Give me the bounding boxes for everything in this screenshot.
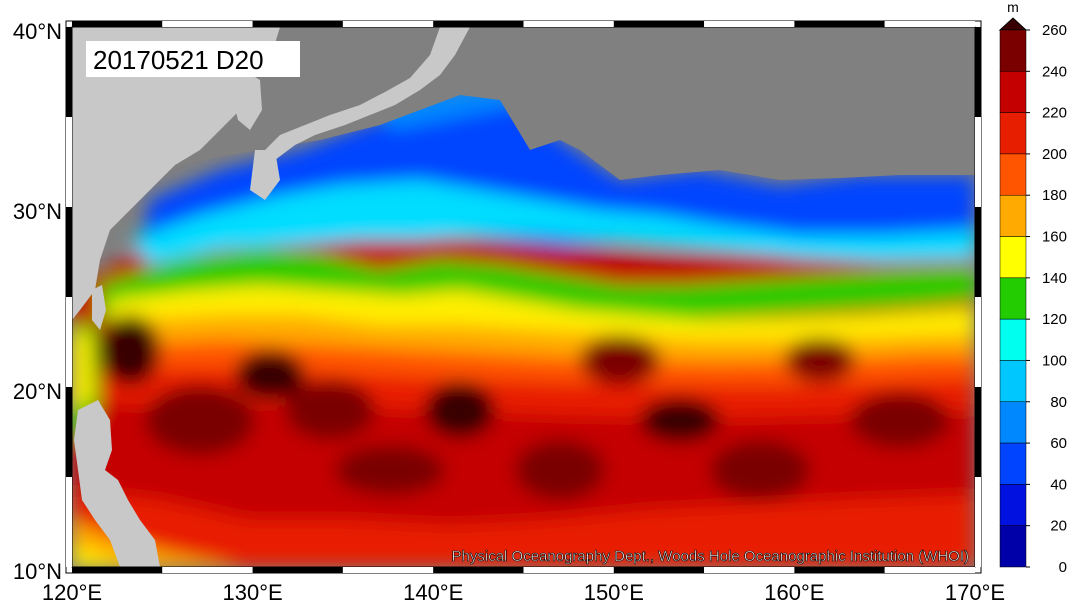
frame-tick-segment [66, 477, 72, 567]
frame-tick-segment [704, 567, 795, 573]
date-label-box: 20170521 D20 [86, 41, 300, 77]
lon-tick-140e: 140°E [403, 580, 463, 605]
frame-tick-segment [162, 567, 253, 573]
colorbar-tick-label: 240 [1042, 63, 1067, 80]
lat-tick-10n: 10°N [13, 559, 62, 584]
colorbar-swatch [999, 29, 1027, 72]
latitude-labels: 40°N 30°N 20°N 10°N [13, 19, 62, 584]
frame-tick-segment [66, 117, 72, 207]
frame-tick-segment [523, 21, 614, 27]
frame-tick-segment [613, 21, 705, 27]
colorbar-tick-label: 200 [1042, 146, 1067, 163]
colorbar-tick-label: 180 [1042, 187, 1067, 204]
frame-tick-segment [252, 21, 343, 27]
colorbar-arrow [998, 17, 1028, 31]
lon-tick-150e: 150°E [584, 580, 644, 605]
map-panel: 20170521 D20 Physical Oceanography Dept.… [72, 27, 975, 567]
frame-tick-segment [794, 567, 885, 573]
lat-tick-20n: 20°N [13, 379, 62, 404]
d20-field [72, 85, 975, 567]
frame-tick-segment [66, 387, 72, 477]
colorbar-swatch [999, 277, 1027, 320]
credit-text: Physical Oceanography Dept., Woods Hole … [452, 548, 969, 565]
frame-tick-segment [252, 567, 343, 573]
frame-tick-segment [794, 21, 885, 27]
frame-tick-segment [433, 21, 524, 27]
frame-tick-segment [162, 21, 253, 27]
frame-tick-segment [884, 567, 975, 573]
lon-tick-130e: 130°E [223, 580, 283, 605]
colorbar-swatch [999, 442, 1027, 485]
lon-tick-120e: 120°E [42, 580, 102, 605]
colorbar-tick-label: 40 [1050, 476, 1067, 493]
frame-tick-segment [433, 567, 524, 573]
frame-tick-segment [704, 21, 795, 27]
frame-tick-segment [72, 567, 163, 573]
frame-tick-segment [66, 207, 72, 297]
colorbar-swatch [999, 71, 1027, 113]
colorbar-swatch [999, 112, 1027, 155]
lon-tick-160e: 160°E [764, 580, 824, 605]
colorbar-swatch [999, 318, 1027, 361]
date-variable-label: 20170521 D20 [93, 45, 264, 75]
colorbar-tick-label: 20 [1050, 518, 1067, 535]
frame-tick-segment [975, 207, 981, 297]
frame-tick-segment [975, 117, 981, 207]
korea-landmass [232, 65, 262, 130]
colorbar-swatch [999, 360, 1027, 403]
japan-landmass [265, 27, 470, 160]
lat-tick-40n: 40°N [13, 19, 62, 44]
frame-tick-segment [342, 21, 434, 27]
lon-tick-170e: 170°E [945, 580, 1005, 605]
colorbar-swatch [999, 525, 1027, 568]
china-landmass [72, 27, 280, 320]
colorbar-swatch [999, 194, 1027, 237]
frame-tick-segment [613, 567, 705, 573]
colorbar-tick-label: 220 [1042, 105, 1067, 122]
philippines-landmass [74, 400, 160, 567]
frame-tick-segment [975, 27, 981, 117]
colorbar-tick-label: 80 [1050, 394, 1067, 411]
taiwan-landmass [92, 285, 106, 330]
colorbar-tick-label: 260 [1042, 22, 1067, 39]
colorbar-swatch [999, 153, 1027, 196]
longitude-labels: 120°E 130°E 140°E 150°E 160°E 170°E [42, 580, 1005, 605]
colorbar-tick-label: 100 [1042, 352, 1067, 369]
colorbar-tick-label: 0 [1059, 559, 1067, 576]
frame-tick-segment [523, 567, 614, 573]
colorbar-swatch [999, 484, 1027, 526]
lat-tick-30n: 30°N [13, 199, 62, 224]
frame-tick-segment [975, 477, 981, 567]
frame-tick-segment [66, 297, 72, 387]
frame-tick-segment [66, 27, 72, 117]
frame-tick-segment [342, 567, 434, 573]
colorbar-swatch [999, 401, 1027, 444]
frame-tick-segment [975, 387, 981, 477]
frame-tick-segment [975, 297, 981, 387]
map-frame [65, 20, 982, 574]
colorbar-tick-label: 140 [1042, 270, 1067, 287]
colorbar-unit: m [1007, 0, 1019, 15]
colorbar-tick-label: 160 [1042, 229, 1067, 246]
colorbar-tick-label: 60 [1050, 435, 1067, 452]
frame-tick-segment [72, 21, 163, 27]
colorbar-swatch [999, 236, 1027, 279]
colorbar-tick-label: 120 [1042, 311, 1067, 328]
frame-tick-segment [884, 21, 975, 27]
